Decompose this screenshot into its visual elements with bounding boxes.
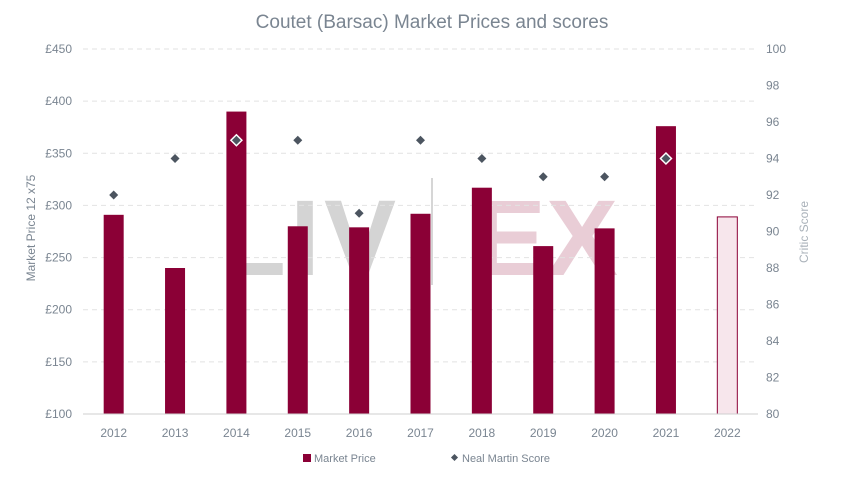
y2-tick-label: 94 [766, 152, 780, 166]
bar-market-price [287, 226, 308, 414]
bar-market-price [533, 246, 554, 414]
score-marker [538, 172, 548, 182]
y2-tick-label: 100 [766, 42, 786, 56]
x-tick-label: 2015 [284, 426, 311, 440]
bar-market-price [226, 111, 247, 415]
score-marker [659, 151, 673, 166]
score-marker [600, 172, 610, 182]
y-tick-label: £250 [45, 251, 72, 265]
score-marker [477, 154, 487, 163]
y-tick-label: £400 [45, 94, 72, 108]
bars [103, 111, 738, 415]
watermark-liv-text: LIV [220, 177, 400, 298]
y-tick-label: £300 [45, 198, 72, 212]
bar-market-price [655, 126, 676, 415]
y2-tick-label: 98 [766, 79, 780, 93]
y2-tick-label: 96 [766, 115, 780, 129]
x-tick-label: 2020 [591, 426, 618, 440]
y-tick-label: £100 [45, 407, 72, 421]
y2-tick-label: 82 [766, 371, 780, 385]
y-tick-label: £350 [45, 146, 72, 160]
bar-market-price [349, 227, 370, 414]
y-axis-left-label: Market Price 12 x75 [24, 174, 38, 281]
y2-tick-label: 86 [766, 298, 780, 312]
legend-neal-martin-score-label: Neal Martin Score [462, 453, 550, 465]
x-tick-label: 2021 [653, 426, 680, 440]
x-tick-label: 2022 [714, 426, 741, 440]
x-tick-label: 2013 [162, 426, 189, 440]
score-marker [416, 135, 425, 145]
x-tick-label: 2016 [346, 426, 373, 440]
chart-title: Coutet (Barsac) Market Prices and scores [256, 12, 609, 33]
bar-market-price [716, 216, 738, 415]
y2-tick-label: 90 [766, 225, 780, 239]
score-marker [293, 135, 303, 145]
bar-market-price [410, 213, 431, 414]
y-tick-label: £450 [45, 42, 72, 56]
score-marker [109, 190, 119, 200]
bar-market-price [103, 214, 124, 414]
legend-neal-martin-score-swatch [450, 453, 459, 462]
x-tick-label: 2014 [223, 426, 250, 440]
score-marker [229, 133, 243, 147]
x-tick-label: 2012 [100, 426, 127, 440]
x-tick-label: 2019 [530, 426, 557, 440]
legend: Market Price Neal Martin Score [303, 453, 550, 465]
legend-market-price-label: Market Price [314, 453, 376, 465]
y-tick-label: £150 [45, 355, 72, 369]
bar-market-price [471, 187, 492, 414]
y2-tick-label: 84 [766, 334, 780, 348]
bar-market-price [165, 268, 186, 414]
x-tick-label: 2017 [407, 426, 434, 440]
x-tick-label: 2018 [469, 426, 496, 440]
y2-tick-label: 92 [766, 188, 780, 202]
bar-market-price [594, 228, 615, 414]
x-axis: 2012 2013 2014 2015 2016 2017 2018 2019 2020 2021… [83, 413, 758, 440]
score-marker [354, 208, 364, 218]
score-marker [170, 154, 180, 163]
score-markers [109, 133, 673, 218]
y2-tick-label: 88 [766, 261, 780, 275]
y-axis-right: 80 82 84 86 88 90 92 94 96 98 100 [766, 42, 786, 421]
y-axis-left: £100 £150 £200 £250 £300 £350 £400 £450 [45, 42, 72, 421]
y2-tick-label: 80 [766, 407, 780, 421]
y-tick-label: £200 [45, 303, 72, 317]
y-axis-right-label: Critic Score [797, 201, 811, 263]
legend-market-price-swatch [303, 454, 311, 462]
